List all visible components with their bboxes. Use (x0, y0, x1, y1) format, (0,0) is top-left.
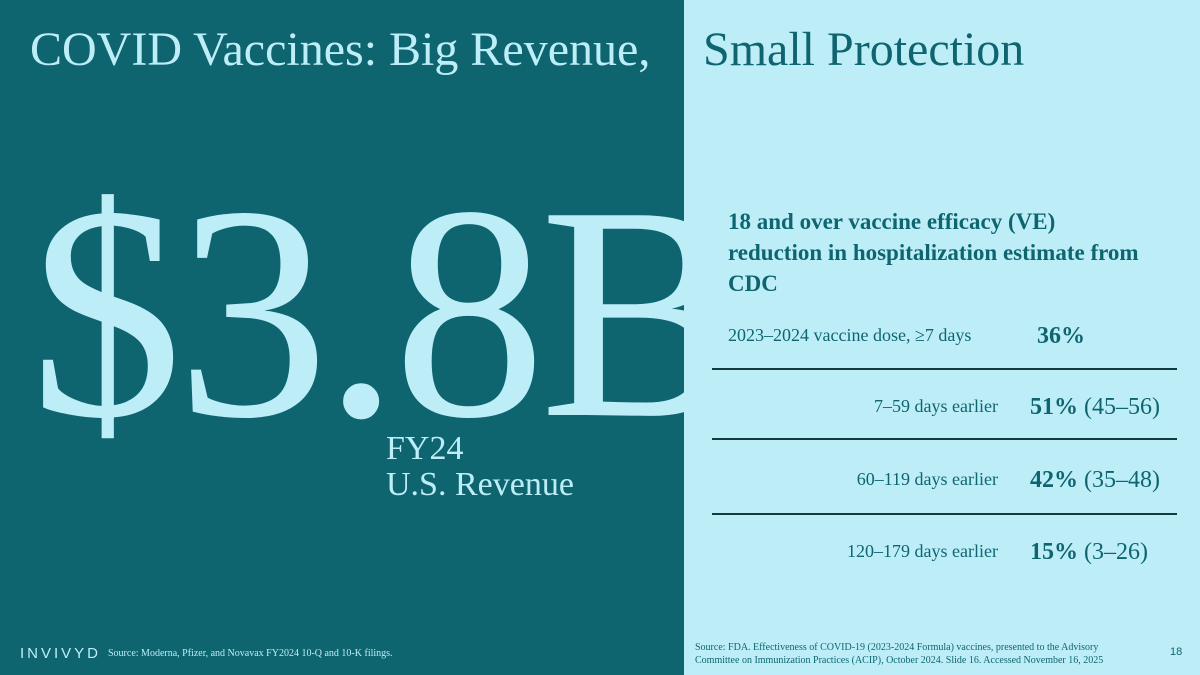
efficacy-heading: 18 and over vaccine efficacy (VE) reduct… (728, 209, 1139, 296)
efficacy-row-label: 60–119 days earlier (856, 469, 998, 489)
efficacy-range: (3–26) (1078, 539, 1148, 565)
efficacy-row-label: 2023–2024 vaccine dose, ≥7 days (728, 325, 972, 345)
revenue-amount: $3.8B (30, 143, 743, 481)
efficacy-value: 51% (1030, 394, 1078, 420)
source-note-revenue: Source: Moderna, Pfizer, and Novavax FY2… (108, 648, 393, 659)
source-note-efficacy: Source: FDA. Effectiveness of COVID-19 (… (695, 642, 1104, 666)
efficacy-range: (35–48) (1078, 467, 1160, 493)
efficacy-row-label: 120–179 days earlier (847, 541, 998, 561)
efficacy-value: 15% (1030, 539, 1078, 565)
row-divider (712, 438, 1177, 440)
slide-title-left: COVID Vaccines: Big Revenue, (30, 23, 651, 76)
efficacy-value: 42% (1030, 467, 1078, 493)
left-panel (0, 0, 684, 675)
efficacy-row-value: 42% (35–48) (1030, 467, 1160, 494)
company-logo: INVIVYD (20, 645, 102, 662)
efficacy-value: 36% (1037, 323, 1085, 349)
page-number: 18 (1170, 646, 1183, 658)
efficacy-row-value: 36% (1037, 323, 1085, 350)
efficacy-row-label: 7–59 days earlier (874, 396, 998, 416)
efficacy-range: (45–56) (1078, 394, 1160, 420)
efficacy-row-value: 51% (45–56) (1030, 394, 1160, 421)
slide-title-right: Small Protection (703, 23, 1025, 76)
efficacy-row-value: 15% (3–26) (1030, 539, 1148, 566)
row-divider (712, 513, 1177, 515)
revenue-description: U.S. Revenue (386, 466, 574, 503)
revenue-period: FY24 (386, 430, 464, 467)
row-divider (712, 368, 1177, 370)
right-panel (684, 0, 1200, 675)
